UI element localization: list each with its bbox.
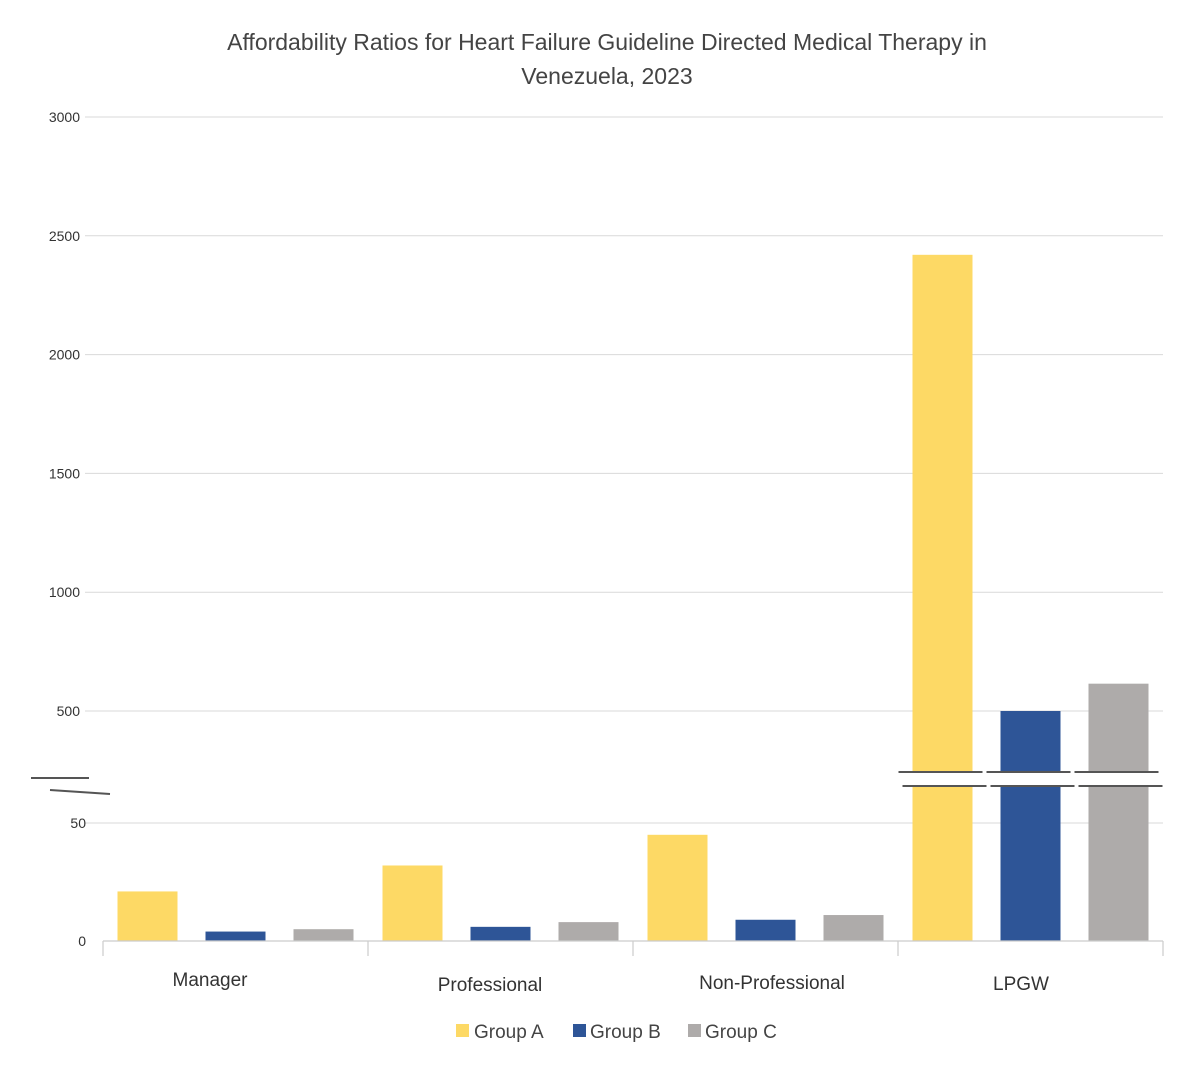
- axis-break-mark: [49, 789, 111, 795]
- bars: [117, 254, 1163, 941]
- chart-title-line-2: Venezuela, 2023: [521, 63, 692, 89]
- bar-group-c-lpgw-lower: [1088, 786, 1149, 941]
- chart-title-line-1: Affordability Ratios for Heart Failure G…: [227, 29, 987, 55]
- bar-group-c-lpgw-upper: [1088, 683, 1149, 772]
- category-label-lpgw: LPGW: [993, 974, 1049, 995]
- y-tick-label: 2000: [49, 347, 80, 363]
- bar-group-c-non-professional: [823, 915, 884, 941]
- y-tick-label: 500: [57, 703, 81, 719]
- y-tick-label: 3000: [49, 109, 80, 125]
- legend-label-group-a: Group A: [474, 1022, 544, 1043]
- bar-group-b-professional: [470, 926, 531, 941]
- bar-group-a-lpgw-upper: [912, 254, 973, 773]
- legend-swatch-group-b: [573, 1024, 586, 1037]
- axis-break-marks: [31, 777, 111, 795]
- category-label-manager: Manager: [173, 970, 249, 991]
- bar-group-c-professional: [558, 922, 619, 941]
- y-axis-ticks: 500 1000 1500 2000 2500 3000 0 50: [49, 109, 86, 949]
- legend-label-group-c: Group C: [705, 1022, 777, 1043]
- bar-group-a-manager: [117, 891, 178, 941]
- category-label-professional: Professional: [438, 975, 543, 996]
- bar-group-b-lpgw-upper: [1000, 711, 1061, 772]
- category-label-non-professional: Non-Professional: [699, 973, 845, 994]
- bar-group-a-lpgw-lower: [912, 786, 973, 941]
- legend-swatch-group-c: [688, 1024, 701, 1037]
- legend-label-group-b: Group B: [590, 1022, 661, 1043]
- gridlines: [85, 116, 1163, 824]
- legend-swatch-group-a: [456, 1024, 469, 1037]
- y-tick-label: 1000: [49, 584, 80, 600]
- y-tick-label: 1500: [49, 465, 80, 481]
- y-tick-label: 50: [70, 815, 86, 831]
- category-dividers: [102, 941, 1164, 956]
- y-tick-label: 0: [78, 933, 86, 949]
- bar-group-b-manager: [205, 931, 266, 941]
- bar-group-a-non-professional: [647, 834, 708, 941]
- bar-group-a-professional: [382, 865, 443, 941]
- bar-group-b-non-professional: [735, 919, 796, 941]
- legend: Group A Group B Group C: [456, 1022, 777, 1043]
- category-labels: Manager Professional Non-Professional LP…: [173, 970, 1050, 996]
- y-tick-label: 2500: [49, 228, 80, 244]
- bar-group-c-manager: [293, 929, 354, 941]
- bar-group-b-lpgw-lower: [1000, 786, 1061, 941]
